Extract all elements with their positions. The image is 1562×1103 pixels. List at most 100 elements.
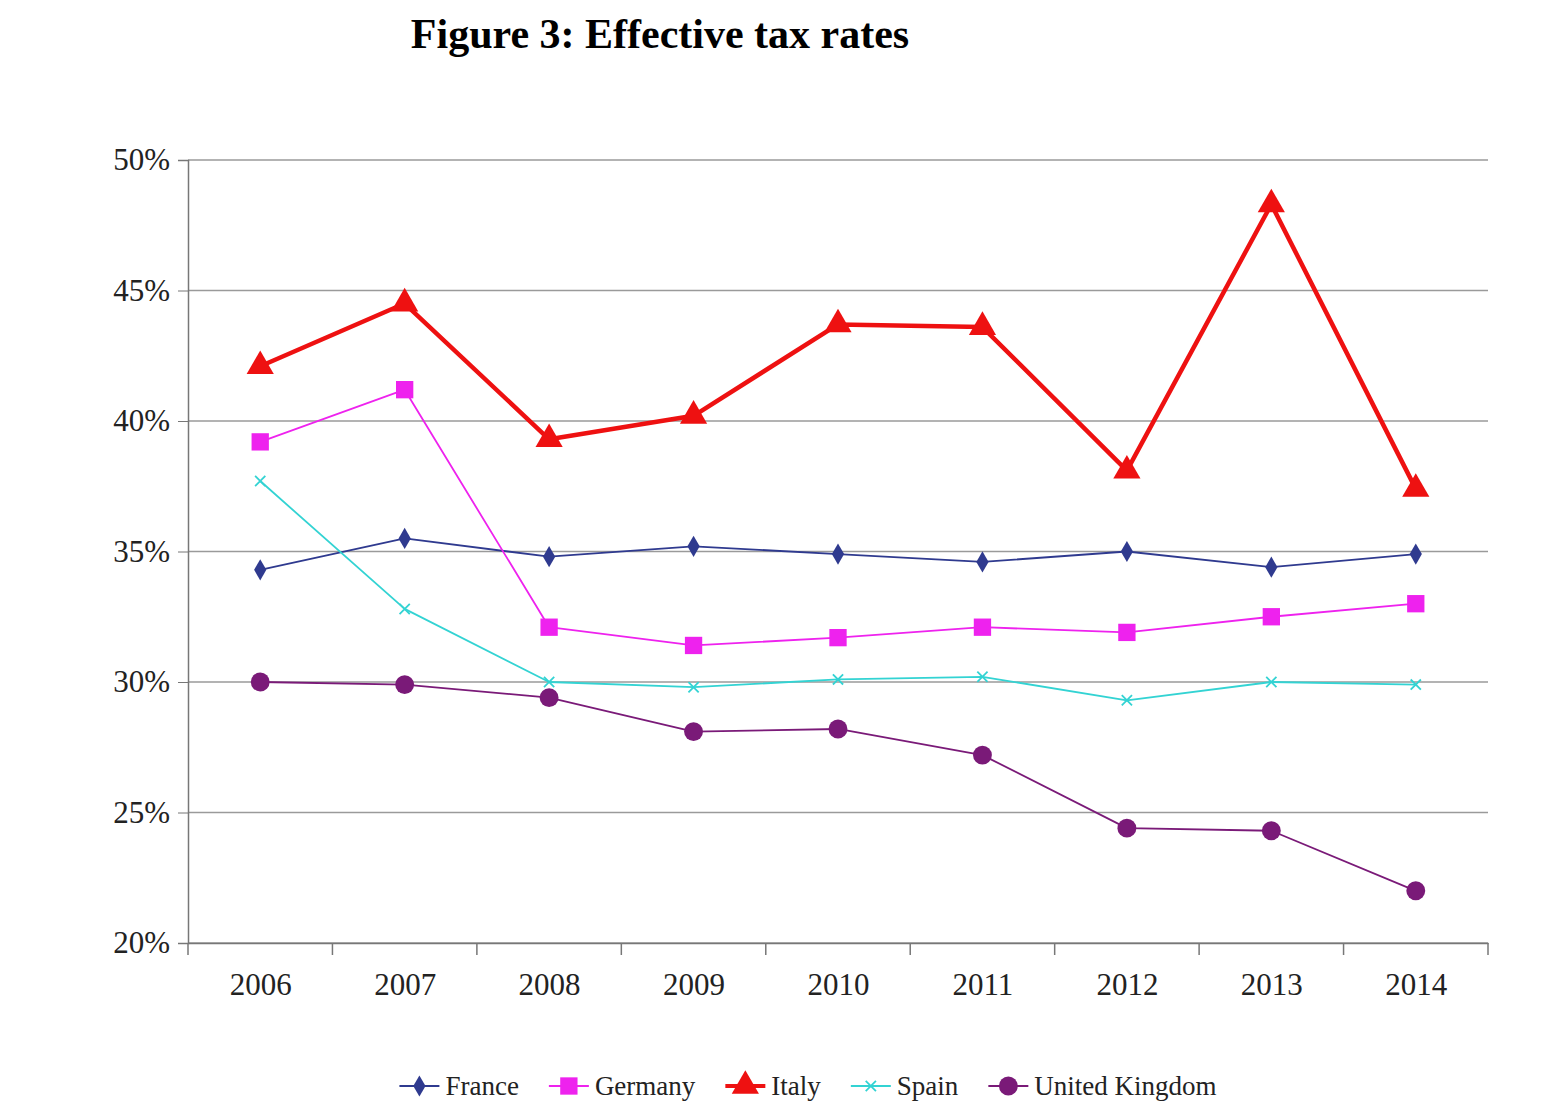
y-axis: 20% 25% 30% 35% 40% 45% 50% [113, 142, 188, 960]
y-tick: 40% [113, 403, 188, 438]
x-axis-divider [476, 943, 478, 955]
marker [969, 311, 996, 335]
y-tick-mark [178, 813, 188, 814]
legend-marker [866, 1081, 876, 1091]
marker [829, 720, 848, 739]
marker [536, 424, 563, 448]
y-tick-mark [178, 160, 188, 161]
series [254, 528, 1422, 581]
marker [395, 675, 414, 694]
x-axis-divider [1054, 943, 1056, 955]
marker [544, 677, 554, 687]
legend-marker [413, 1075, 425, 1096]
legend-item: France [399, 1071, 518, 1101]
marker [832, 543, 844, 564]
legend: France Germany Italy Spain United Kingdom [399, 1070, 1216, 1101]
y-tick-mark [178, 682, 188, 683]
y-tick: 45% [113, 273, 188, 308]
marker [1262, 821, 1281, 840]
x-axis-divider [187, 943, 189, 955]
x-axis-divider [332, 943, 334, 955]
marker [976, 551, 988, 572]
marker [1402, 473, 1429, 497]
x-axis-divider [1198, 943, 1200, 955]
series-line [260, 538, 1416, 569]
grid-line [188, 942, 1488, 944]
y-tick-label: 20% [113, 925, 170, 960]
marker [396, 381, 413, 398]
grid-line [188, 812, 1488, 814]
y-tick-mark [178, 552, 188, 553]
x-tick: 2011 [953, 943, 1014, 1002]
series-line [260, 204, 1416, 488]
marker [540, 688, 559, 707]
x-tick-label: 2014 [1385, 967, 1448, 1002]
grid-line [188, 290, 1488, 292]
marker [829, 629, 846, 646]
legend-marker [732, 1070, 759, 1094]
x-axis-line [189, 943, 1489, 945]
legend-item: Germany [549, 1071, 696, 1101]
y-tick: 30% [113, 664, 188, 699]
x-tick: 2006 [230, 943, 292, 1002]
marker [391, 288, 418, 312]
y-tick-label: 45% [113, 273, 170, 308]
y-tick-label: 40% [113, 403, 170, 438]
series-line [260, 682, 1416, 891]
y-tick: 20% [113, 925, 188, 960]
y-tick-mark [178, 943, 188, 944]
title: Figure 3: Effective tax rates [411, 11, 909, 57]
chart: Figure 3: Effective tax rates 20% 25% 30% 35… [0, 0, 1562, 1103]
x-axis-divider [765, 943, 767, 955]
marker [1121, 541, 1133, 562]
series [255, 476, 1421, 705]
grid [188, 160, 1488, 943]
marker [688, 682, 698, 692]
legend-item: Italy [725, 1070, 821, 1101]
y-axis-line [178, 161, 189, 944]
x-tick: 2013 [1241, 943, 1303, 1002]
marker [687, 536, 699, 557]
marker [1113, 455, 1140, 479]
marker [824, 309, 851, 333]
legend-marker [999, 1077, 1018, 1096]
series-line [260, 481, 1416, 700]
marker [255, 476, 265, 486]
y-tick: 50% [113, 142, 188, 177]
legend-label: France [445, 1071, 518, 1101]
x-tick: 2014 [1385, 943, 1448, 1002]
marker [1266, 677, 1276, 687]
marker [1406, 881, 1425, 900]
marker [1410, 543, 1422, 564]
legend-label: Germany [595, 1071, 696, 1101]
y-tick-label: 50% [113, 142, 170, 177]
y-tick-label: 35% [113, 534, 170, 569]
x-tick-label: 2007 [374, 967, 436, 1002]
marker [1263, 608, 1280, 625]
marker [247, 350, 274, 374]
marker [974, 619, 991, 636]
marker [833, 674, 843, 684]
x-tick-label: 2008 [519, 967, 581, 1002]
x-axis-divider [621, 943, 623, 955]
marker [543, 546, 555, 567]
x-tick: 2009 [663, 943, 725, 1002]
marker [685, 637, 702, 654]
x-tick-label: 2011 [953, 967, 1014, 1002]
y-tick: 35% [113, 534, 188, 569]
marker [252, 433, 269, 450]
legend-label: United Kingdom [1034, 1071, 1216, 1101]
legend-item: Spain [851, 1071, 959, 1101]
marker [977, 672, 987, 682]
x-axis-divider [1487, 943, 1489, 955]
marker [1407, 595, 1424, 612]
x-tick-label: 2006 [230, 967, 292, 1002]
marker [680, 400, 707, 424]
x-axis: 200620072008200920102011201220132014 [189, 943, 1489, 1002]
legend-label: Spain [897, 1071, 959, 1101]
marker [254, 559, 266, 580]
y-tick: 25% [113, 795, 188, 830]
plot-area [247, 189, 1430, 901]
marker [1258, 189, 1285, 213]
grid-line [188, 420, 1488, 422]
